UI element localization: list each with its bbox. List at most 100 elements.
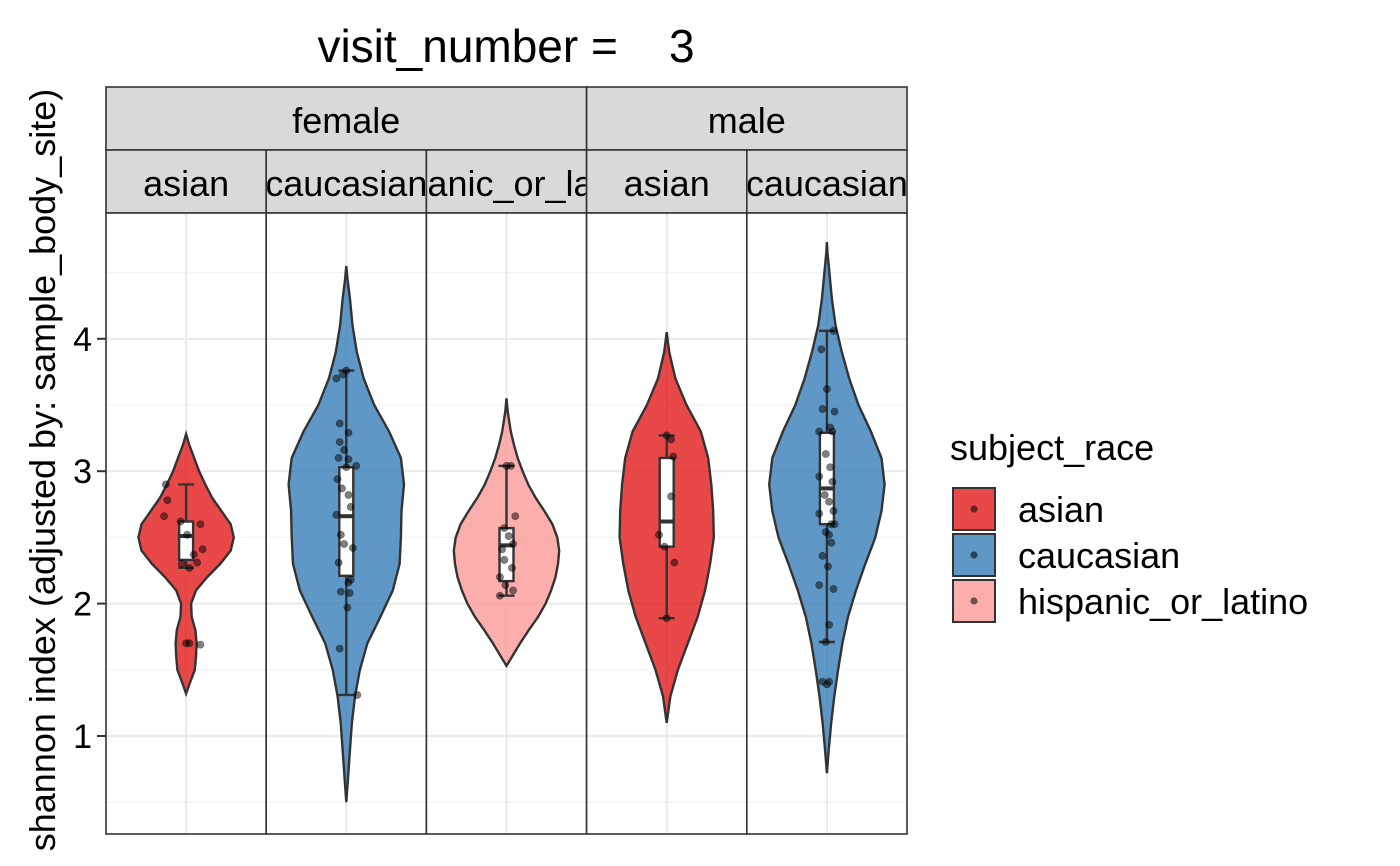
facet-strip-race: caucasian (265, 149, 428, 214)
legend-item-hispanic_or_latino: hispanic_or_latino (952, 579, 1308, 623)
facet-strips-sex: female male (105, 86, 908, 151)
data-point (498, 545, 507, 554)
legend-label: asian (1018, 489, 1104, 530)
facet-label: hispanic_or_latino (361, 163, 651, 204)
data-point (332, 374, 341, 383)
facet-strip-race: caucasian (745, 149, 908, 214)
data-point (183, 530, 192, 539)
chart-title: visit_number = 3 (317, 20, 694, 72)
points (495, 461, 520, 600)
data-point (830, 407, 839, 416)
data-point (344, 455, 353, 464)
data-point (825, 620, 834, 629)
data-point (830, 520, 839, 529)
data-point (829, 506, 838, 515)
data-point (670, 558, 679, 567)
data-point (336, 587, 345, 596)
data-point (344, 490, 353, 499)
legend-key (952, 533, 996, 577)
data-point (828, 477, 837, 486)
data-point (655, 530, 664, 539)
data-point (504, 532, 513, 541)
data-point (506, 461, 515, 470)
panel-female-hispanic_or_latino (425, 212, 588, 835)
data-point (348, 544, 357, 553)
legend-item-asian: asian (952, 487, 1104, 531)
facet-label: female (292, 100, 400, 141)
data-point (196, 520, 205, 529)
data-point (346, 502, 355, 511)
data-point (342, 463, 351, 472)
data-point (825, 530, 834, 539)
data-point (340, 540, 349, 549)
data-point (334, 558, 343, 567)
data-point (821, 449, 830, 458)
legend-label: caucasian (1018, 535, 1180, 576)
boxplot (177, 483, 195, 570)
data-point (343, 603, 352, 612)
data-point (333, 475, 342, 484)
plot-panels (105, 212, 908, 835)
data-point (344, 428, 353, 437)
data-point (821, 638, 830, 647)
facet-strip-race: hispanic_or_latino (361, 149, 651, 214)
data-point (352, 461, 361, 470)
data-point (163, 496, 172, 505)
panel-male-asian (585, 212, 748, 835)
facet-strip-race: asian (105, 149, 267, 214)
data-point (335, 438, 344, 447)
y-tick-label: 2 (73, 586, 92, 624)
facet-label: caucasian (746, 163, 908, 204)
data-point (189, 550, 198, 559)
points (815, 326, 839, 689)
points (655, 431, 679, 623)
data-point (829, 326, 838, 335)
data-point (336, 530, 345, 539)
data-point (353, 691, 362, 700)
legend-label: hispanic_or_latino (1018, 581, 1308, 622)
data-point (495, 573, 504, 582)
points (160, 480, 207, 649)
data-point (826, 463, 835, 472)
data-point (345, 589, 354, 598)
y-tick-label: 3 (73, 453, 92, 491)
data-point (820, 490, 829, 499)
facet-strip-race: asian (585, 149, 748, 214)
points (332, 366, 362, 700)
data-point (815, 427, 824, 436)
facet-label: male (708, 100, 786, 141)
legend: subject_race asian caucasian hispanic_or_l… (950, 427, 1308, 623)
data-point (346, 575, 355, 584)
panel-male-caucasian (745, 212, 908, 835)
data-point (500, 555, 509, 564)
data-point (824, 562, 833, 571)
data-point (196, 640, 205, 649)
data-point (340, 445, 349, 454)
data-point (500, 524, 509, 533)
data-point (825, 497, 834, 506)
data-point (815, 581, 824, 590)
facet-label: caucasian (265, 163, 427, 204)
data-point (667, 435, 676, 444)
y-axis-label: shannon index (adjusted by: sample_body_… (22, 89, 63, 852)
data-point (829, 585, 838, 594)
facet-strip-female: female (105, 86, 588, 151)
data-point (160, 512, 169, 521)
legend-key-point (970, 551, 978, 559)
data-point (501, 581, 510, 590)
data-point (185, 639, 194, 648)
data-point (337, 484, 346, 493)
y-tick-label: 1 (73, 718, 92, 756)
data-point (507, 563, 516, 572)
data-point (817, 345, 826, 354)
facet-label: asian (624, 163, 710, 204)
data-point (335, 644, 344, 653)
y-tick-label: 4 (73, 321, 92, 359)
data-point (662, 614, 671, 623)
panel-female-caucasian (265, 212, 428, 835)
data-point (818, 404, 827, 413)
data-point (669, 452, 678, 461)
data-point (332, 510, 341, 519)
